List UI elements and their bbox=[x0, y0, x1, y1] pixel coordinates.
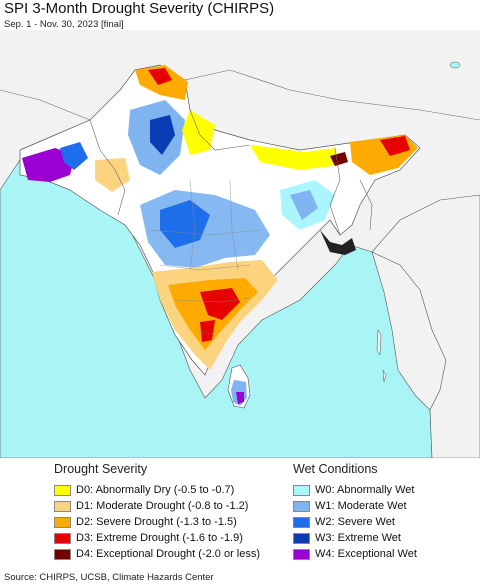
source-credit: Source: CHIRPS, UCSB, Climate Hazards Ce… bbox=[4, 572, 214, 583]
drought-zone-nepal bbox=[250, 145, 340, 170]
andaman-islands bbox=[376, 329, 387, 383]
legend-label-w3: W3: Extreme Wet bbox=[315, 532, 401, 544]
drought-legend: Drought Severity D0: Abnormally Dry (-0.… bbox=[54, 462, 260, 562]
legend-item-w4: W4: Exceptional Wet bbox=[293, 546, 417, 562]
extreme-drought-himalaya bbox=[148, 68, 172, 85]
legend-item-w1: W1: Moderate Wet bbox=[293, 498, 417, 514]
legend-item-w2: W2: Severe Wet bbox=[293, 514, 417, 530]
legend-item-d2: D2: Severe Drought (-1.3 to -1.5) bbox=[54, 514, 260, 530]
southeast-asia-land bbox=[371, 194, 480, 458]
legend-label-w1: W1: Moderate Wet bbox=[315, 500, 407, 512]
extreme-drought-south bbox=[200, 288, 240, 320]
extreme-drought-south-2 bbox=[200, 320, 215, 342]
drought-zone-west bbox=[95, 158, 130, 192]
legend-label-d2: D2: Severe Drought (-1.3 to -1.5) bbox=[76, 516, 237, 528]
wet-zone-northeast-2 bbox=[290, 190, 318, 220]
country-borders bbox=[0, 69, 480, 236]
exceptional-wet-pakistan bbox=[22, 148, 75, 182]
legend-swatch-d1 bbox=[54, 500, 71, 512]
exceptional-drought-bhutan bbox=[330, 152, 348, 166]
map-subtitle: Sep. 1 - Nov. 30, 2023 [final] bbox=[4, 19, 124, 30]
wet-legend-heading: Wet Conditions bbox=[293, 462, 378, 476]
legend-label-d4: D4: Exceptional Drought (-2.0 or less) bbox=[76, 548, 261, 560]
legend-item-w0: W0: Abnormally Wet bbox=[293, 482, 417, 498]
state-borders bbox=[149, 179, 261, 336]
legend-label-d3: D3: Extreme Drought (-1.6 to -1.9) bbox=[76, 532, 243, 544]
lake bbox=[449, 61, 461, 69]
drought-zone-northwest bbox=[182, 110, 215, 155]
extreme-drought-northeast bbox=[380, 136, 410, 156]
legend-label-w2: W2: Severe Wet bbox=[315, 516, 395, 528]
legend-swatch-w3 bbox=[293, 532, 310, 544]
legend-swatch-w1 bbox=[293, 500, 310, 512]
legend-swatch-d2 bbox=[54, 516, 71, 528]
legend-swatch-w0 bbox=[293, 484, 310, 496]
legend-label-w0: W0: Abnormally Wet bbox=[315, 484, 415, 496]
legend-item-d0: D0: Abnormally Dry (-0.5 to -0.7) bbox=[54, 482, 260, 498]
drought-legend-heading: Drought Severity bbox=[54, 462, 148, 476]
drought-map bbox=[0, 30, 480, 458]
legend-item-d1: D1: Moderate Drought (-0.8 to -1.2) bbox=[54, 498, 260, 514]
sri-lanka-exceptional-wet bbox=[236, 392, 244, 404]
severe-wet-pakistan bbox=[60, 142, 88, 170]
severe-wet-zone-central bbox=[160, 200, 210, 248]
legend-swatch-w2 bbox=[293, 516, 310, 528]
map-title: SPI 3-Month Drought Severity (CHIRPS) bbox=[4, 0, 275, 17]
extreme-wet-north bbox=[150, 115, 175, 155]
bangladesh-coast bbox=[320, 230, 356, 255]
legend-item-w3: W3: Extreme Wet bbox=[293, 530, 417, 546]
legend-item-d4: D4: Exceptional Drought (-2.0 or less) bbox=[54, 546, 260, 562]
legend-label-w4: W4: Exceptional Wet bbox=[315, 548, 417, 560]
legend-swatch-d3 bbox=[54, 532, 71, 544]
legend-swatch-d0 bbox=[54, 484, 71, 496]
legend-item-d3: D3: Extreme Drought (-1.6 to -1.9) bbox=[54, 530, 260, 546]
wet-legend: Wet Conditions W0: Abnormally Wet W1: Mo… bbox=[293, 462, 417, 562]
legend: Drought Severity D0: Abnormally Dry (-0.… bbox=[0, 458, 480, 570]
map-canvas bbox=[0, 30, 480, 458]
legend-swatch-w4 bbox=[293, 548, 310, 560]
legend-label-d0: D0: Abnormally Dry (-0.5 to -0.7) bbox=[76, 484, 235, 496]
legend-label-d1: D1: Moderate Drought (-0.8 to -1.2) bbox=[76, 500, 249, 512]
legend-swatch-d4 bbox=[54, 548, 71, 560]
